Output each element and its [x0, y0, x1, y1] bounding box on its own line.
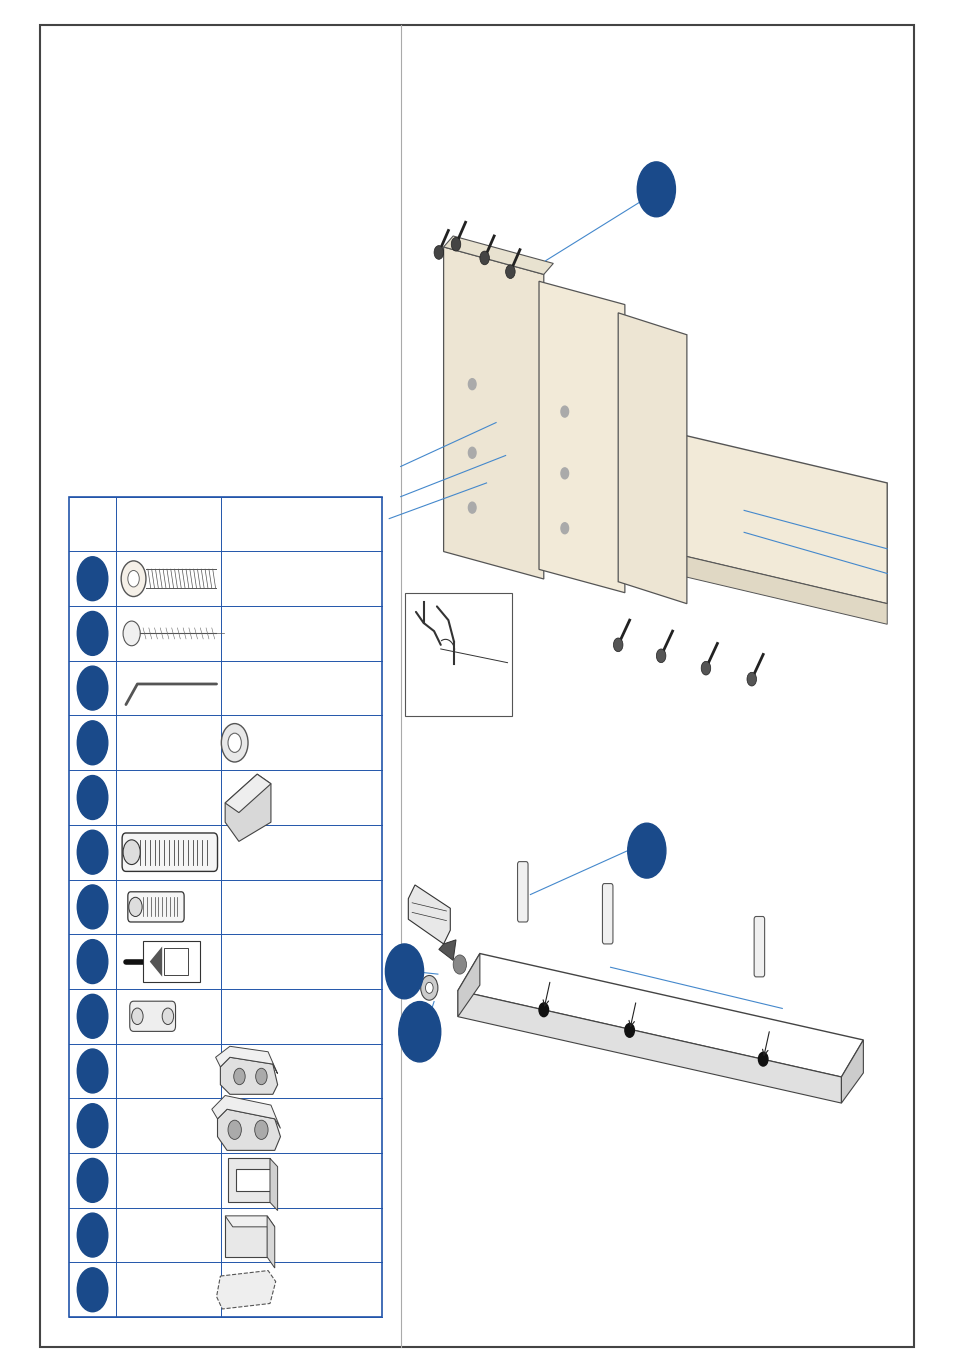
- Polygon shape: [443, 247, 543, 579]
- Circle shape: [77, 1213, 108, 1257]
- Polygon shape: [408, 885, 450, 944]
- Circle shape: [453, 955, 466, 974]
- Polygon shape: [220, 1058, 277, 1095]
- Circle shape: [77, 557, 108, 601]
- Circle shape: [254, 1120, 268, 1139]
- Polygon shape: [267, 1216, 274, 1268]
- Polygon shape: [438, 940, 456, 960]
- FancyBboxPatch shape: [122, 833, 217, 871]
- Circle shape: [560, 523, 568, 534]
- Bar: [405, 593, 512, 716]
- Circle shape: [468, 379, 476, 390]
- Circle shape: [560, 406, 568, 417]
- Circle shape: [77, 612, 108, 656]
- Circle shape: [505, 265, 515, 279]
- Polygon shape: [216, 1270, 275, 1309]
- Circle shape: [656, 649, 665, 663]
- Polygon shape: [225, 774, 271, 812]
- Circle shape: [468, 502, 476, 513]
- Polygon shape: [618, 313, 686, 604]
- Polygon shape: [228, 1158, 270, 1202]
- FancyBboxPatch shape: [128, 892, 184, 922]
- Circle shape: [77, 1050, 108, 1093]
- Circle shape: [77, 940, 108, 984]
- Polygon shape: [538, 281, 624, 593]
- Polygon shape: [270, 1158, 277, 1210]
- Circle shape: [77, 1268, 108, 1312]
- Circle shape: [121, 561, 146, 597]
- Circle shape: [132, 1008, 143, 1025]
- Circle shape: [468, 447, 476, 458]
- Circle shape: [128, 571, 139, 587]
- Polygon shape: [841, 1040, 862, 1103]
- Circle shape: [627, 823, 665, 878]
- Circle shape: [123, 622, 140, 646]
- Circle shape: [434, 246, 443, 259]
- Bar: [143, 941, 200, 982]
- Polygon shape: [457, 991, 841, 1103]
- Circle shape: [77, 1103, 108, 1147]
- Circle shape: [637, 162, 675, 217]
- Polygon shape: [150, 947, 162, 977]
- Circle shape: [385, 944, 423, 999]
- Polygon shape: [457, 954, 479, 1017]
- Circle shape: [228, 733, 241, 752]
- Circle shape: [77, 1158, 108, 1202]
- FancyBboxPatch shape: [753, 916, 764, 977]
- Circle shape: [123, 840, 140, 864]
- Circle shape: [560, 468, 568, 479]
- Circle shape: [77, 995, 108, 1039]
- Circle shape: [77, 667, 108, 711]
- Circle shape: [624, 1024, 634, 1037]
- Circle shape: [221, 723, 248, 761]
- Circle shape: [77, 885, 108, 929]
- Circle shape: [77, 830, 108, 874]
- Circle shape: [162, 1008, 173, 1025]
- Circle shape: [77, 775, 108, 819]
- Polygon shape: [212, 1095, 280, 1128]
- Circle shape: [129, 897, 142, 916]
- Polygon shape: [225, 1216, 274, 1227]
- FancyBboxPatch shape: [602, 884, 613, 944]
- Circle shape: [700, 661, 710, 675]
- Circle shape: [613, 638, 622, 652]
- Bar: [69, 497, 381, 1317]
- Polygon shape: [225, 774, 271, 841]
- Circle shape: [758, 1052, 767, 1066]
- Bar: [225, 1216, 267, 1257]
- Circle shape: [233, 1069, 245, 1085]
- Polygon shape: [457, 954, 862, 1077]
- Polygon shape: [583, 412, 886, 604]
- FancyBboxPatch shape: [517, 862, 528, 922]
- Circle shape: [255, 1069, 267, 1085]
- Polygon shape: [215, 1047, 277, 1074]
- Polygon shape: [443, 236, 553, 274]
- Bar: [164, 948, 188, 975]
- Circle shape: [451, 237, 460, 251]
- Polygon shape: [217, 1109, 280, 1150]
- Polygon shape: [583, 532, 886, 624]
- Circle shape: [425, 982, 433, 993]
- Circle shape: [746, 672, 756, 686]
- Circle shape: [420, 975, 437, 1000]
- Circle shape: [479, 251, 489, 265]
- Circle shape: [398, 1002, 440, 1062]
- FancyBboxPatch shape: [130, 1002, 175, 1032]
- Circle shape: [228, 1120, 241, 1139]
- Circle shape: [538, 1003, 548, 1017]
- Circle shape: [77, 720, 108, 764]
